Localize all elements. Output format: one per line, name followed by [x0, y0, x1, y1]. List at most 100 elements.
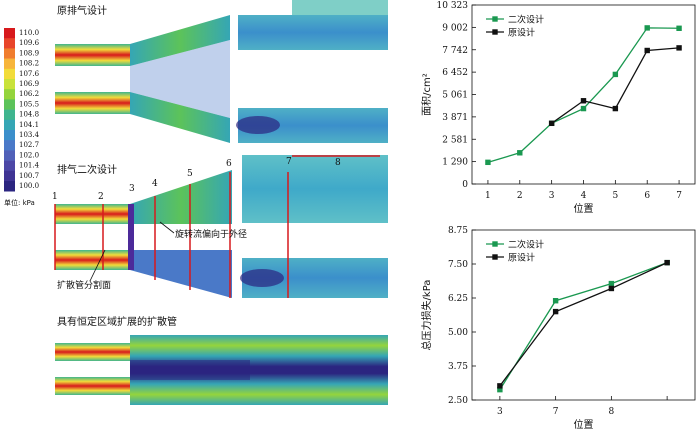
- y-tick-label: 1 290: [442, 158, 468, 168]
- panel1-outlet-stack: [292, 0, 388, 15]
- colorbar-tick-label: 102.7: [19, 141, 39, 149]
- colorbar-tick-label: 100.0: [19, 182, 39, 190]
- panel1-upper-diffuser: [130, 15, 230, 66]
- series-point: [517, 150, 523, 156]
- chart1-xlabel: 位置: [574, 202, 594, 215]
- panel1-vortex: [236, 116, 280, 134]
- series-point: [580, 98, 587, 104]
- colorbar-tick-label: 107.6: [19, 70, 40, 78]
- colorbar-tick-label: 106.9: [19, 80, 39, 88]
- panel2-gap: [130, 224, 232, 250]
- panel3-core-region: [130, 360, 250, 380]
- y-tick-label: 0: [462, 180, 468, 190]
- colorbar-swatch: [4, 140, 15, 151]
- annotation-swirl-pointer: [159, 221, 175, 234]
- colorbar-unit-label: 单位: kPa: [4, 198, 35, 207]
- colorbar-tick-label: 106.2: [19, 90, 39, 98]
- panel1-lower-diffuser: [130, 92, 230, 143]
- y-tick-label: 5.00: [448, 328, 468, 338]
- colorbar-swatch: [4, 79, 15, 90]
- panel2-vortex: [240, 269, 284, 287]
- section-label: 2: [98, 192, 104, 202]
- colorbar-swatch: [4, 68, 15, 80]
- colorbar-tick-label: 108.9: [19, 49, 39, 57]
- section-label: 5: [187, 169, 193, 179]
- plot-frame: [471, 229, 696, 401]
- colorbar-swatch: [4, 160, 15, 172]
- series-point: [676, 25, 682, 31]
- panel2-section-plane: [128, 204, 134, 270]
- colorbar-swatch: [4, 38, 15, 49]
- y-tick-label: 6.25: [448, 294, 468, 304]
- y-tick-label: 3 871: [442, 113, 468, 123]
- colorbar-swatch: [4, 28, 15, 39]
- series-point: [612, 105, 619, 112]
- legend-marker: [492, 16, 498, 22]
- section-labels: 1 2 3 4 5 6 7 8: [52, 157, 341, 202]
- chart-pressure-loss: 2.50 3.75 5.00 6.25 7.50 8.75 3 7 8 总压力损失/kPa 位置…: [420, 226, 696, 431]
- colorbar: 110.0 109.6 108.9 108.2 107.6 106.9 106.2 105.5…: [4, 28, 40, 207]
- chart2-ylabel: 总压力损失/kPa: [420, 280, 433, 351]
- series-point: [608, 285, 615, 292]
- legend-label: 二次设计: [508, 239, 544, 251]
- series-point: [580, 105, 587, 112]
- panel2-upper-inlet: [55, 204, 130, 224]
- colorbar-tick-label: 104.1: [19, 121, 39, 129]
- series-line: [487, 27, 680, 163]
- y-tick-label: 2 581: [442, 135, 468, 145]
- series-point: [644, 47, 650, 54]
- colorbar-tick-label: 109.6: [19, 39, 40, 47]
- legend-marker: [492, 254, 498, 260]
- section-label: 7: [286, 157, 292, 167]
- colorbar-swatch: [4, 130, 15, 141]
- colorbar-tick-label: 102.0: [19, 151, 39, 159]
- colorbar-tick-label: 100.7: [19, 172, 39, 180]
- x-tick-label: 3: [549, 191, 555, 201]
- colorbar-swatch: [4, 119, 15, 131]
- series-line: [499, 262, 668, 387]
- colorbar-tick-label: 110.0: [19, 29, 39, 37]
- panel3-upper-inlet: [55, 343, 130, 361]
- panel3-lower-inlet: [55, 377, 130, 395]
- y-tick-label: 5 061: [442, 91, 468, 101]
- chart2-axes: 2.50 3.75 5.00 6.25 7.50 8.75 3 7 8: [448, 226, 696, 417]
- y-tick-label: 2.50: [448, 396, 468, 406]
- chart2-xlabel: 位置: [574, 418, 594, 431]
- section-label: 8: [335, 158, 341, 168]
- x-tick-label: 3: [497, 407, 503, 417]
- series-line: [551, 47, 680, 124]
- colorbar-swatch: [4, 48, 15, 59]
- section-label: 3: [129, 184, 135, 194]
- series-point: [644, 25, 650, 31]
- colorbar-tick-label: 101.4: [19, 162, 40, 170]
- x-tick-label: 8: [609, 407, 615, 417]
- panel1-upper-inlet: [55, 44, 130, 66]
- series-line: [499, 262, 668, 391]
- series-point: [552, 298, 559, 304]
- colorbar-tick-label: 103.4: [19, 131, 40, 139]
- series-point: [664, 259, 670, 266]
- section-label: 4: [152, 179, 158, 189]
- colorbar-swatches: [4, 28, 15, 192]
- chart1-ylabel: 面积/cm²: [421, 73, 433, 116]
- annotation-swirl: 旋转流偏向于外径: [175, 228, 247, 240]
- legend-label: 原设计: [508, 252, 535, 264]
- section-label: 1: [52, 192, 58, 202]
- panel1-lower-inlet: [55, 92, 130, 114]
- series-point: [612, 71, 619, 78]
- x-tick-label: 5: [612, 191, 618, 201]
- y-tick-label: 9 002: [442, 23, 468, 33]
- series-point: [497, 383, 503, 389]
- annotation-section-pointer: [89, 249, 106, 282]
- panel1-upper-duct: [238, 15, 388, 50]
- x-tick-label: 7: [553, 407, 559, 417]
- panel2-title: 排气二次设计: [57, 163, 117, 176]
- panel-constant-area: 具有恒定区域扩展的扩散管: [55, 315, 388, 405]
- panel2-lower-diffuser: [130, 245, 232, 298]
- panel2-lower-inlet: [55, 250, 130, 270]
- y-tick-label: 7.50: [448, 260, 468, 270]
- panel2-upper-diffuser: [130, 170, 232, 225]
